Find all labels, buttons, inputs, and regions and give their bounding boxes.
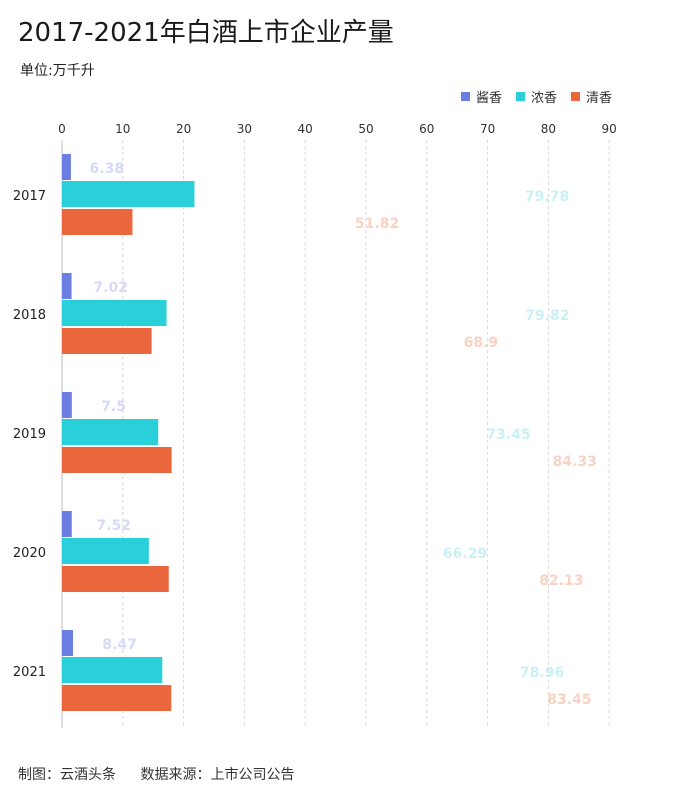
- data-label: 79.78: [525, 189, 569, 205]
- bar-2017-1: [62, 181, 195, 207]
- legend-label-nongxiang: 浓香: [530, 91, 557, 106]
- bar-2018-2: [62, 328, 152, 354]
- x-tick-label: 0: [58, 122, 66, 136]
- x-tick-label: 70: [480, 122, 495, 136]
- data-label: 73.45: [486, 427, 530, 443]
- legend-item-qingxiang[interactable]: 清香: [570, 87, 612, 106]
- x-tick-label: 90: [602, 122, 617, 136]
- bar-2017-2: [62, 209, 133, 235]
- x-tick-label: 40: [298, 122, 313, 136]
- data-label: 7.5: [101, 399, 126, 415]
- chart-title: 2017-2021年白酒上市企业产量: [18, 18, 394, 48]
- data-label: 51.82: [355, 216, 399, 232]
- source-text: 数据来源：上市公司公告: [140, 767, 295, 783]
- bar-2020-2: [62, 566, 169, 592]
- data-label: 68.9: [464, 335, 499, 351]
- legend-swatch-jiangxiang: [460, 92, 470, 101]
- data-label: 8.47: [102, 637, 137, 653]
- x-tick-label: 10: [115, 122, 130, 136]
- data-label: 7.52: [96, 518, 131, 534]
- legend-item-jiangxiang[interactable]: 酱香: [460, 87, 502, 106]
- legend-swatch-nongxiang: [515, 92, 525, 101]
- data-label: 66.29: [443, 546, 487, 562]
- y-category-label: 2020: [13, 546, 46, 561]
- credit-text: 制图：云酒头条: [18, 767, 116, 783]
- bar-2018-0: [62, 273, 72, 299]
- bar-2019-1: [62, 419, 159, 445]
- x-tick-label: 30: [237, 122, 252, 136]
- legend-label-qingxiang: 清香: [585, 91, 612, 106]
- legend: 酱香 浓香 清香: [460, 87, 612, 106]
- bar-2018-1: [62, 300, 167, 326]
- data-label: 7.02: [93, 280, 128, 296]
- bar-2019-2: [62, 447, 172, 473]
- y-category-label: 2019: [13, 427, 46, 442]
- legend-label-jiangxiang: 酱香: [475, 91, 502, 106]
- y-category-label: 2017: [13, 189, 46, 204]
- data-label: 79.82: [525, 308, 569, 324]
- y-category-label: 2018: [13, 308, 46, 323]
- footer: 制图：云酒头条 数据来源：上市公司公告: [18, 764, 314, 784]
- bar-2017-0: [62, 154, 71, 180]
- legend-item-nongxiang[interactable]: 浓香: [515, 87, 557, 106]
- x-tick-label: 20: [176, 122, 191, 136]
- bar-2021-1: [62, 657, 163, 683]
- x-tick-label: 50: [358, 122, 373, 136]
- y-category-label: 2021: [13, 665, 46, 680]
- unit-label: 单位:万千升: [20, 63, 95, 79]
- data-label: 6.38: [90, 161, 125, 177]
- bar-2020-1: [62, 538, 149, 564]
- x-tick-label: 80: [541, 122, 556, 136]
- data-label: 82.13: [539, 573, 583, 589]
- legend-swatch-qingxiang: [570, 92, 580, 101]
- data-label: 84.33: [553, 454, 597, 470]
- data-label: 78.96: [520, 665, 564, 681]
- bar-2019-0: [62, 392, 72, 418]
- x-tick-label: 60: [419, 122, 434, 136]
- bar-2021-2: [62, 685, 172, 711]
- bar-2020-0: [62, 511, 72, 537]
- bar-2021-0: [62, 630, 74, 656]
- data-label: 83.45: [547, 692, 591, 708]
